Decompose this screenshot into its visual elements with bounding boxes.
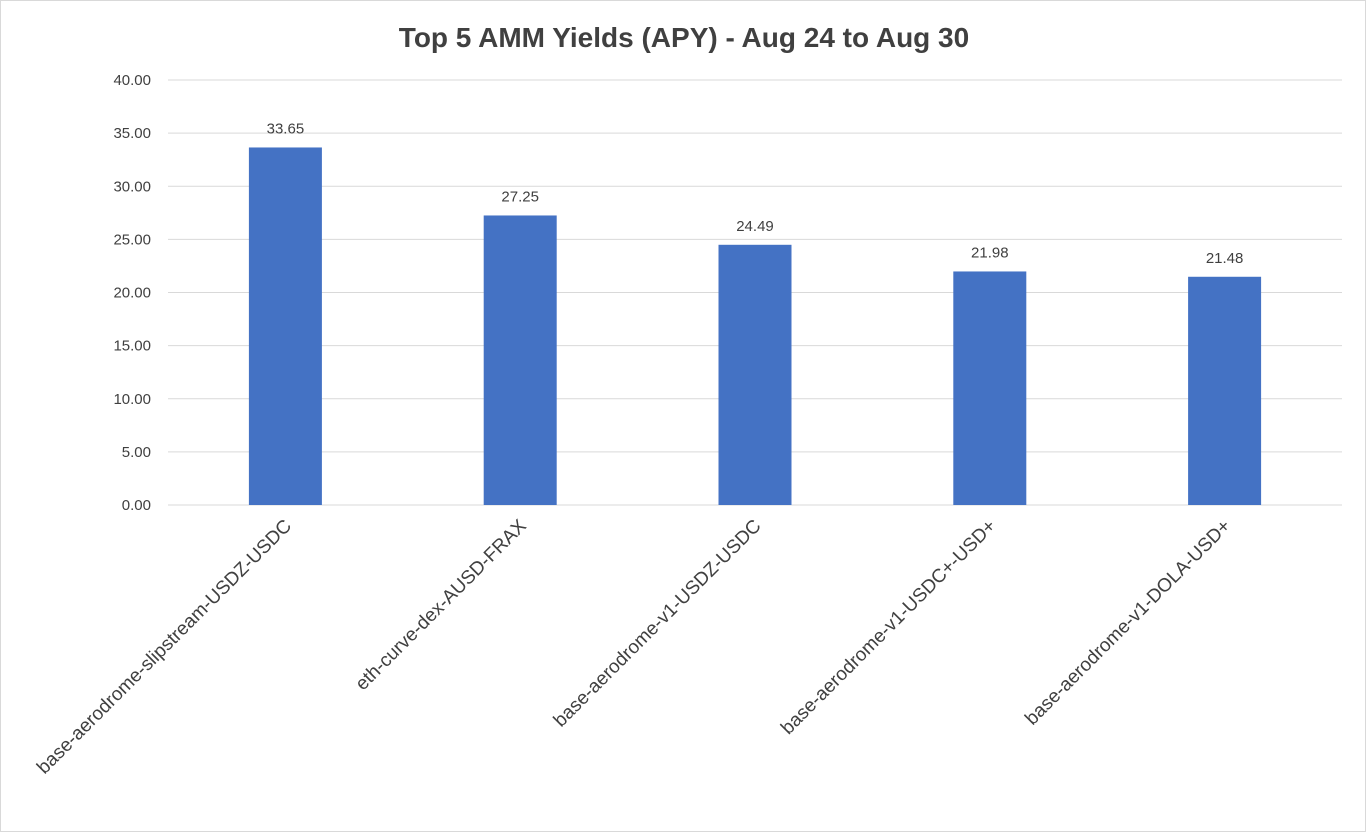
bar [248,147,322,505]
y-axis-tick-labels: 0.00 5.00 10.00 15.00 20.00 25.00 30.00 35.00 40… [113,72,151,514]
y-tick-label: 25.00 [113,231,151,248]
y-tick-label: 40.00 [113,72,151,89]
y-tick-label: 15.00 [113,338,151,355]
y-tick-label: 20.00 [113,285,151,302]
x-tick-label: base-aerodrome-slipstream-USDZ-USDC [33,516,296,779]
bar [483,215,557,505]
bar [953,271,1027,505]
data-labels: 33.65 27.25 24.49 21.98 21.48 [267,120,1244,266]
chart-title: Top 5 AMM Yields (APY) - Aug 24 to Aug 3… [399,22,969,53]
data-label: 21.48 [1206,250,1244,267]
x-tick-label: base-aerodrome-v1-USDC+-USD+ [777,516,1000,739]
data-label: 21.98 [971,244,1009,261]
y-tick-label: 35.00 [113,125,151,142]
y-tick-label: 5.00 [122,444,151,461]
y-tick-label: 0.00 [122,497,151,514]
x-tick-label: eth-curve-dex-AUSD-FRAX [352,515,531,694]
data-label: 24.49 [736,218,774,235]
x-tick-label: base-aerodrome-v1-DOLA-USD+ [1021,516,1235,730]
x-tick-label: base-aerodrome-v1-USDZ-USDC [550,516,766,732]
x-axis-category-labels: base-aerodrome-slipstream-USDZ-USDC eth-c… [33,515,1235,778]
data-label: 27.25 [501,188,539,205]
bar [718,244,792,505]
y-tick-label: 10.00 [113,391,151,408]
bars [248,147,1262,505]
bar [1188,276,1262,505]
data-label: 33.65 [267,120,305,137]
y-tick-label: 30.00 [113,178,151,195]
